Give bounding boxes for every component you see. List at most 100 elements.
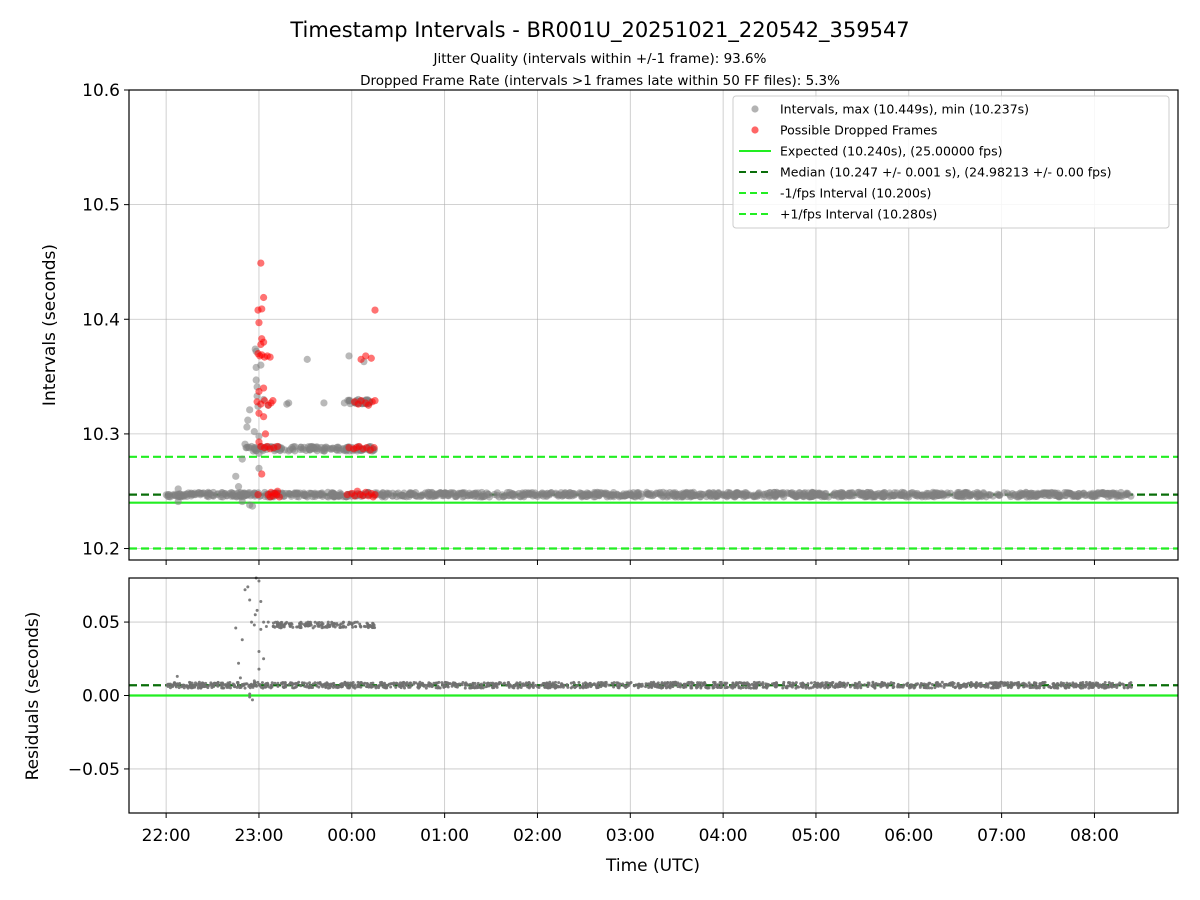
- residuals-point: [873, 686, 877, 690]
- intervals-point: [260, 338, 268, 346]
- residuals-point: [634, 683, 638, 687]
- residuals-point: [262, 620, 266, 624]
- intervals-point: [371, 397, 379, 405]
- residuals-point: [180, 685, 184, 689]
- intervals-point: [1080, 489, 1088, 497]
- intervals-point: [266, 353, 274, 361]
- residuals-point: [258, 684, 262, 688]
- residuals-point: [729, 685, 733, 689]
- residuals-point: [828, 685, 832, 689]
- residuals-point: [303, 684, 307, 688]
- residuals-point: [264, 624, 268, 628]
- residuals-point: [328, 625, 332, 629]
- intervals-point: [875, 489, 883, 498]
- residuals-point: [871, 681, 875, 685]
- residuals-point: [212, 682, 216, 686]
- residuals-point: [177, 686, 181, 690]
- residuals-point: [311, 682, 315, 686]
- intervals-point: [1103, 489, 1112, 497]
- residuals-point: [1025, 684, 1029, 688]
- residuals-point: [437, 686, 441, 690]
- residuals-point: [485, 684, 489, 688]
- residuals-point: [405, 683, 409, 687]
- residuals-point: [256, 680, 260, 684]
- intervals-y-tick-label: 10.5: [82, 196, 120, 216]
- x-tick-label: 03:00: [606, 826, 655, 846]
- residuals-point: [326, 622, 330, 626]
- residuals-point: [720, 682, 724, 686]
- residuals-point: [689, 684, 693, 688]
- residuals-point: [569, 686, 573, 690]
- intervals-point: [637, 490, 645, 498]
- residuals-point: [479, 682, 483, 686]
- intervals-y-axis-label: Intervals (seconds): [40, 244, 60, 406]
- residuals-point: [294, 685, 298, 689]
- intervals-point: [260, 384, 268, 392]
- x-tick-label: 22:00: [142, 826, 191, 846]
- residuals-point: [593, 683, 597, 687]
- residuals-point: [1107, 681, 1111, 685]
- residuals-point: [1095, 684, 1099, 688]
- residuals-point: [744, 686, 748, 690]
- residuals-point: [305, 683, 309, 687]
- residuals-point: [551, 685, 555, 689]
- residuals-point: [574, 685, 578, 689]
- x-tick-label: 04:00: [699, 826, 748, 846]
- residuals-point: [1115, 685, 1119, 689]
- residuals-point: [531, 686, 535, 690]
- residuals-point: [702, 682, 706, 686]
- residuals-point: [676, 681, 680, 685]
- residuals-point: [165, 683, 169, 687]
- chart-subtitle-line-1: Jitter Quality (intervals within +/-1 fr…: [433, 51, 767, 67]
- intervals-point: [920, 491, 929, 499]
- residuals-point: [882, 681, 886, 685]
- residuals-point: [1074, 684, 1078, 688]
- residuals-point: [812, 684, 816, 688]
- intervals-point: [706, 492, 715, 500]
- intervals-point: [1020, 490, 1028, 498]
- intervals-point: [255, 464, 263, 472]
- residuals-point: [364, 625, 368, 629]
- intervals-point: [370, 444, 378, 452]
- residuals-point: [320, 626, 324, 630]
- intervals-point: [345, 352, 353, 360]
- residuals-point: [486, 681, 490, 685]
- residuals-point: [1043, 680, 1047, 684]
- residuals-point: [572, 680, 576, 684]
- intervals-point: [961, 492, 970, 500]
- residuals-point: [290, 622, 294, 626]
- residuals-point: [880, 680, 884, 684]
- residuals-point: [270, 684, 274, 688]
- residuals-point: [234, 626, 238, 630]
- residuals-point: [989, 681, 993, 685]
- residuals-point: [801, 685, 805, 689]
- intervals-y-ticks: 10.2 10.3 10.4 10.5 10.6: [82, 81, 129, 560]
- residuals-point: [389, 682, 393, 686]
- residuals-point: [885, 685, 889, 689]
- residuals-point: [984, 685, 988, 689]
- intervals-point: [792, 493, 800, 501]
- x-axis-label: Time (UTC): [605, 856, 700, 876]
- residuals-point: [743, 682, 747, 686]
- residuals-point: [781, 686, 785, 690]
- residuals-point: [867, 681, 871, 685]
- residuals-point: [837, 682, 841, 686]
- residuals-point: [243, 588, 247, 592]
- residuals-point: [843, 685, 847, 689]
- residuals-point: [859, 683, 863, 687]
- residuals-point: [752, 686, 756, 690]
- intervals-y-tick-label: 10.6: [82, 81, 120, 101]
- intervals-point: [234, 483, 243, 491]
- intervals-point: [729, 492, 737, 500]
- intervals-point: [490, 490, 498, 499]
- residuals-point: [518, 681, 522, 685]
- residuals-point: [553, 680, 557, 684]
- residuals-point: [188, 680, 192, 684]
- residuals-point: [282, 685, 286, 689]
- residuals-point: [539, 683, 543, 687]
- intervals-point: [255, 432, 263, 440]
- residuals-point: [676, 685, 680, 689]
- intervals-point: [954, 492, 962, 500]
- residuals-point: [282, 625, 286, 629]
- intervals-point: [367, 354, 375, 362]
